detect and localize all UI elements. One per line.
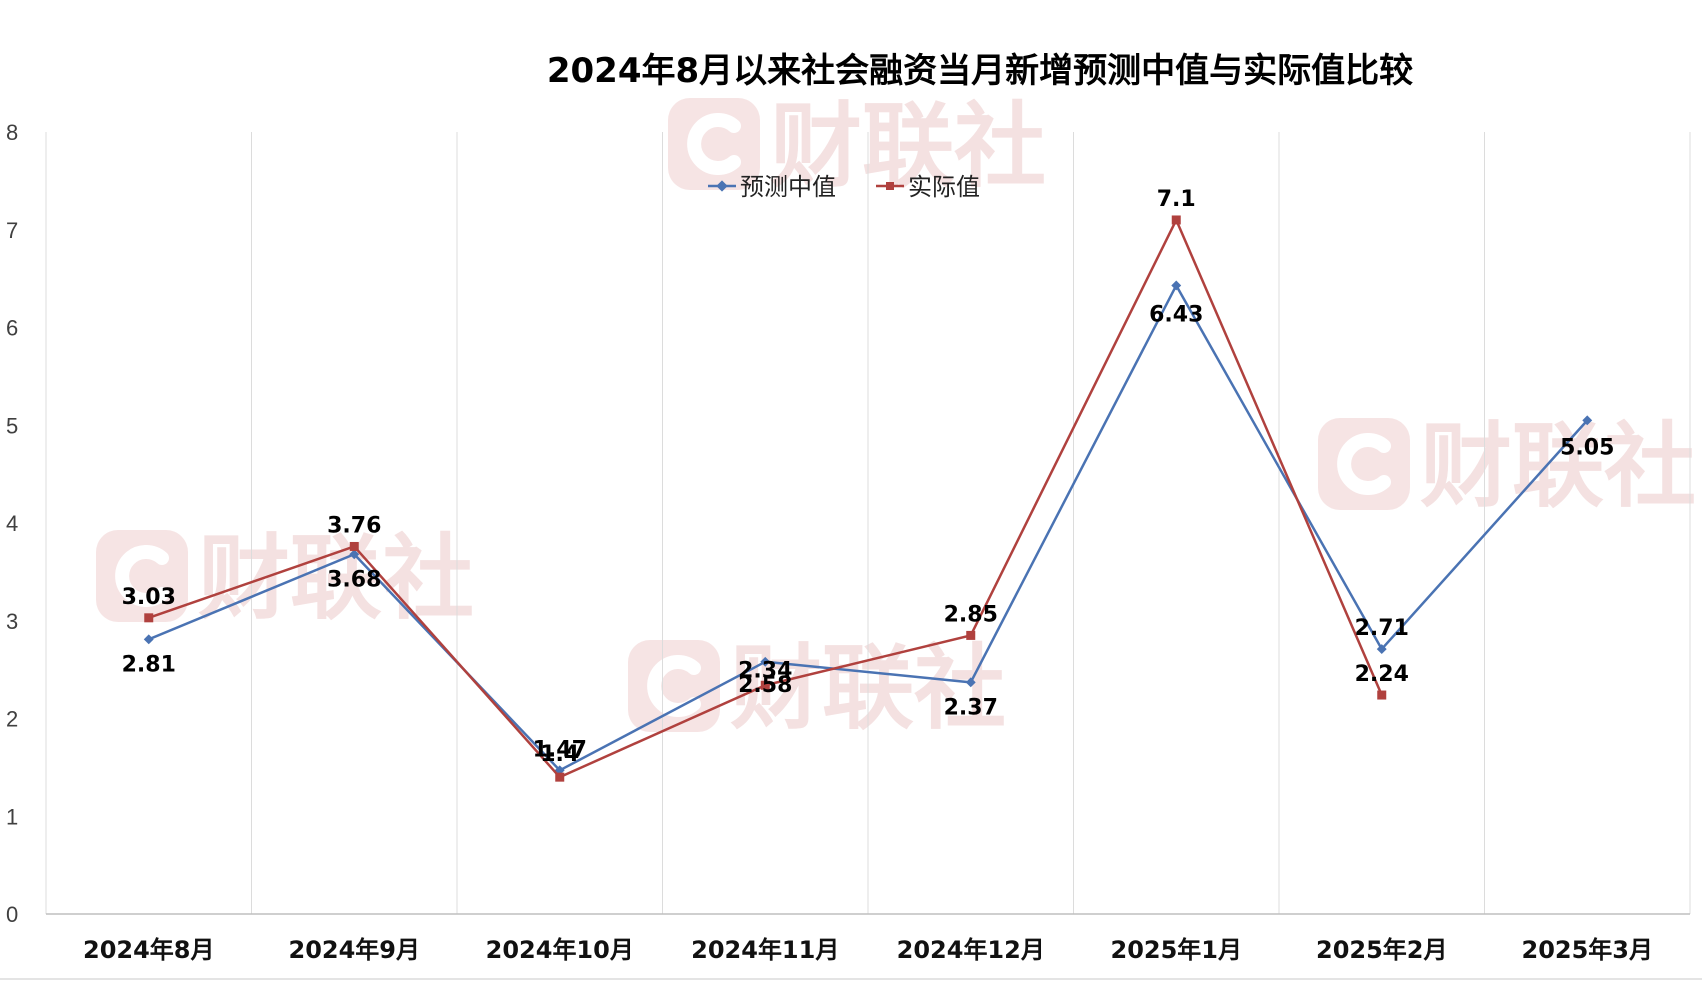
data-label-actual: 2.85: [944, 602, 998, 627]
watermark-text: 财联社: [198, 525, 474, 632]
watermark-c-glyph: [647, 655, 701, 717]
data-point-marker: [1171, 280, 1182, 291]
data-point-marker: [143, 634, 154, 645]
watermark-badge: [628, 640, 720, 732]
data-label-actual: 2.34: [738, 658, 792, 683]
data-label-forecast: 2.81: [122, 652, 176, 677]
watermark-logo: 财联社: [96, 525, 474, 632]
data-point-marker: [555, 772, 565, 782]
data-label-forecast: 2.58: [738, 673, 792, 698]
y-tick-label: 2: [6, 707, 18, 732]
y-tick-label: 5: [6, 413, 18, 438]
data-label-actual: 3.03: [122, 585, 176, 610]
y-tick-label: 6: [6, 316, 18, 341]
watermark-c-glyph: [115, 545, 169, 607]
data-label-forecast: 6.43: [1149, 302, 1203, 327]
series-layer: [143, 215, 1593, 782]
legend-item-forecast: 预测中值: [708, 173, 836, 201]
data-point-marker: [1171, 215, 1181, 225]
data-label-forecast: 2.71: [1355, 616, 1409, 641]
data-point-marker: [144, 613, 154, 623]
watermark-text: 财联社: [1420, 413, 1696, 520]
data-point-marker: [965, 677, 976, 688]
watermark-c-glyph: [1337, 433, 1391, 495]
y-tick-label: 0: [6, 902, 18, 927]
data-point-marker: [966, 630, 976, 640]
x-tick-label: 2025年2月: [1316, 936, 1448, 964]
watermark-logo: 财联社: [668, 93, 1046, 200]
x-tick-label: 2025年3月: [1522, 936, 1654, 964]
x-axis: 2024年8月 2024年9月 2024年10月 2024年11月 2024年12月 20…: [0, 913, 1702, 980]
watermark-badge: [1318, 418, 1410, 510]
watermark-text: 财联社: [770, 93, 1046, 200]
y-axis: 0 1 2 3 4 5 6 7 8: [6, 120, 18, 927]
watermark-logo: 财联社: [1318, 413, 1696, 520]
x-tick-label: 2025年1月: [1111, 936, 1243, 964]
legend: 预测中值 实际值: [708, 173, 980, 201]
y-tick-label: 8: [6, 120, 18, 145]
data-label-actual: 1.4: [540, 742, 579, 767]
legend-label-forecast: 预测中值: [740, 173, 836, 201]
x-tick-label: 2024年11月: [691, 936, 839, 964]
data-point-marker: [760, 680, 770, 690]
x-tick-label: 2024年8月: [83, 936, 215, 964]
legend-item-actual: 实际值: [876, 173, 980, 201]
data-label-forecast: 1.47: [533, 737, 587, 762]
legend-marker-forecast: [716, 180, 728, 192]
data-point-marker: [1376, 644, 1387, 655]
y-tick-label: 7: [6, 218, 18, 243]
data-labels: 2.81 3.03 3.68 3.76 1.471.4 2.582.34 2.37 2.85 6…: [122, 187, 1615, 767]
data-point-marker: [1582, 415, 1593, 426]
legend-label-actual: 实际值: [908, 173, 980, 201]
series-line-0: [148, 284, 1589, 772]
chart-title: 2024年8月以来社会融资当月新增预测中值与实际值比较: [547, 51, 1413, 91]
y-tick-label: 4: [6, 511, 18, 536]
data-label-actual: 2.24: [1355, 662, 1409, 687]
watermark-logo: 财联社: [628, 635, 1006, 742]
watermark-c-glyph: [687, 113, 741, 175]
data-point-marker: [760, 656, 771, 667]
x-tick-label: 2024年9月: [289, 936, 421, 964]
data-label-actual: 7.1: [1157, 187, 1196, 212]
data-label-forecast: 2.37: [944, 695, 998, 720]
data-point-marker: [349, 541, 359, 551]
y-tick-label: 3: [6, 609, 18, 634]
gridlines: [45, 132, 1691, 914]
x-tick-label: 2024年10月: [486, 936, 634, 964]
legend-marker-actual: [886, 182, 894, 190]
x-tick-label: 2024年12月: [897, 936, 1045, 964]
y-tick-label: 1: [6, 804, 18, 829]
data-label-actual: 3.76: [327, 513, 381, 538]
data-point-marker: [1377, 690, 1387, 700]
data-point-marker: [349, 549, 360, 560]
data-label-forecast: 5.05: [1560, 435, 1614, 460]
data-label-forecast: 3.68: [327, 567, 381, 592]
